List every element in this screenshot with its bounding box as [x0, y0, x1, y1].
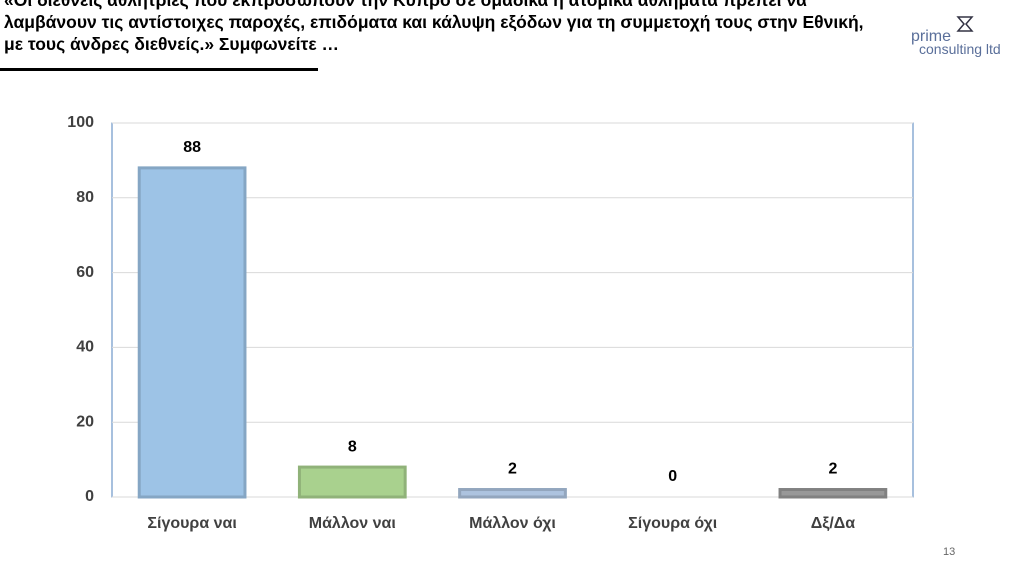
- data-label: 2: [828, 461, 837, 478]
- x-tick-label: Δξ/Δα: [811, 515, 856, 532]
- logo-subtitle: consulting ltd: [919, 41, 1001, 57]
- chart-title: «Οι διεθνείς αθλήτριες που εκπροσωπούν τ…: [4, 0, 864, 54]
- x-tick-label: Σίγουρα όχι: [628, 515, 717, 532]
- x-tick-label: Σίγουρα ναι: [147, 515, 236, 532]
- logo-name: prime: [911, 28, 952, 45]
- data-label: 8: [348, 438, 357, 455]
- y-tick-label: 80: [76, 189, 94, 206]
- bar: [137, 166, 247, 499]
- logo-icon: [956, 16, 974, 32]
- data-label: 0: [668, 468, 677, 485]
- y-tick-label: 0: [85, 488, 94, 505]
- x-tick-label: Μάλλον ναι: [309, 515, 396, 532]
- data-label: 2: [508, 461, 517, 478]
- bar: [297, 465, 407, 499]
- logo: prime consulting ltd: [911, 14, 1001, 56]
- x-tick-label: Μάλλον όχι: [469, 515, 556, 532]
- bar: [778, 488, 888, 499]
- y-tick-label: 40: [76, 339, 94, 356]
- y-tick-label: 100: [67, 114, 94, 131]
- page-number: 13: [943, 546, 956, 558]
- data-label: 88: [183, 139, 201, 156]
- y-tick-label: 20: [76, 413, 94, 430]
- title-underline: [0, 68, 318, 71]
- bar: [458, 488, 567, 499]
- y-tick-label: 60: [76, 264, 94, 281]
